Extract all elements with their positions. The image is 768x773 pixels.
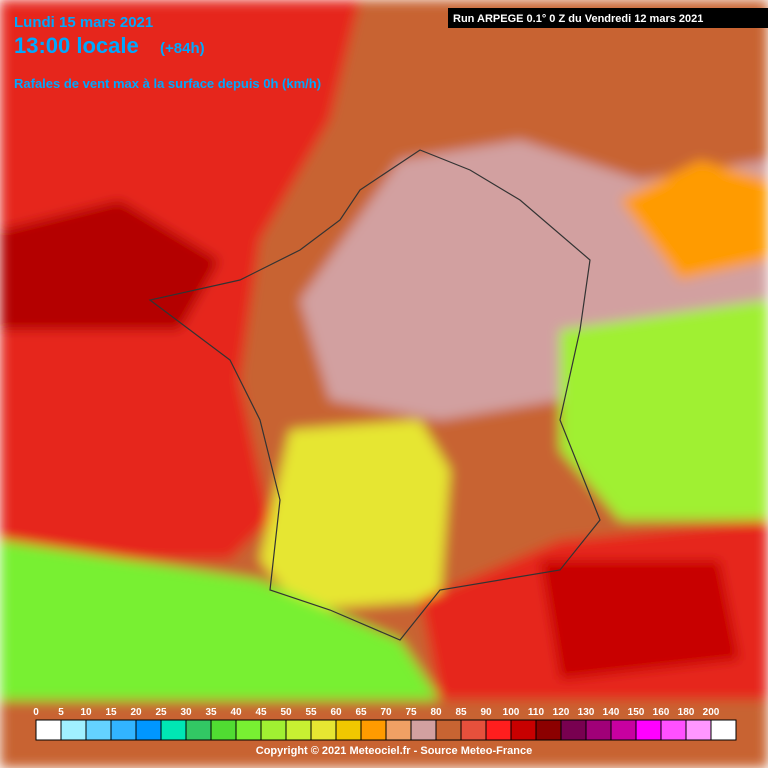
legend-label: 45	[255, 707, 267, 718]
legend-swatch	[535, 719, 562, 741]
run-banner	[448, 8, 768, 28]
legend-label: 85	[455, 707, 467, 718]
med-core	[540, 560, 740, 680]
legend-label: 55	[305, 707, 317, 718]
legend-label: 0	[33, 707, 39, 718]
legend-swatch	[610, 719, 637, 741]
legend-label: 35	[205, 707, 217, 718]
legend-swatch	[260, 719, 287, 741]
legend-label: 130	[578, 707, 595, 718]
legend-swatch	[335, 719, 362, 741]
legend-label: 90	[480, 707, 492, 718]
legend-swatch	[285, 719, 312, 741]
legend-label: 10	[80, 707, 92, 718]
legend-swatch	[510, 719, 537, 741]
legend-label: 65	[355, 707, 367, 718]
legend-label: 110	[528, 707, 545, 718]
legend-label: 200	[703, 707, 720, 718]
legend-label: 80	[430, 707, 442, 718]
france-border	[148, 149, 601, 641]
legend-label: 150	[628, 707, 645, 718]
legend-label: 40	[230, 707, 242, 718]
spain	[0, 540, 440, 700]
legend-swatch	[60, 719, 87, 741]
legend-label: 180	[678, 707, 695, 718]
legend-label: 75	[405, 707, 417, 718]
legend-swatch	[560, 719, 587, 741]
legend-swatch	[160, 719, 187, 741]
lead-time: (+84h)	[160, 40, 205, 57]
legend-swatch	[385, 719, 412, 741]
legend-swatch	[210, 719, 237, 741]
legend-swatch	[110, 719, 137, 741]
legend-swatch	[135, 719, 162, 741]
legend-swatch	[635, 719, 662, 741]
legend-swatch	[310, 719, 337, 741]
run-info: Run ARPEGE 0.1° 0 Z du Vendredi 12 mars …	[453, 13, 703, 25]
legend-label: 120	[553, 707, 570, 718]
legend-label: 70	[380, 707, 392, 718]
atlantic-core	[0, 200, 220, 330]
legend-swatch	[485, 719, 512, 741]
legend-label: 160	[653, 707, 670, 718]
legend-label: 25	[155, 707, 167, 718]
legend-swatch	[35, 719, 62, 741]
legend-swatch	[435, 719, 462, 741]
legend-swatch	[710, 719, 737, 741]
south-west	[260, 420, 450, 610]
time: 13:00 locale	[14, 33, 139, 58]
legend-swatch	[410, 719, 437, 741]
legend-label: 100	[503, 707, 520, 718]
legend-swatch	[585, 719, 612, 741]
legend-label: 5	[58, 707, 64, 718]
subtitle: Rafales de vent max à la surface depuis …	[14, 76, 321, 91]
legend-swatch	[460, 719, 487, 741]
legend-swatch	[235, 719, 262, 741]
copyright: Copyright © 2021 Meteociel.fr - Source M…	[256, 745, 532, 757]
legend-label: 60	[330, 707, 342, 718]
germany	[620, 160, 768, 280]
legend-swatch	[685, 719, 712, 741]
legend-swatch	[360, 719, 387, 741]
date: Lundi 15 mars 2021	[14, 14, 153, 31]
legend-swatch	[660, 719, 687, 741]
alps	[560, 300, 768, 520]
legend-label: 20	[130, 707, 142, 718]
legend-swatch	[185, 719, 212, 741]
legend-label: 140	[603, 707, 620, 718]
legend: 0 5 10 15 20 25 30 35 40 45 50 55 60 65 70 75 80 85 90 100 1…	[33, 707, 737, 741]
legend-label: 50	[280, 707, 292, 718]
legend-label: 30	[180, 707, 192, 718]
legend-swatch	[85, 719, 112, 741]
legend-label: 15	[105, 707, 117, 718]
